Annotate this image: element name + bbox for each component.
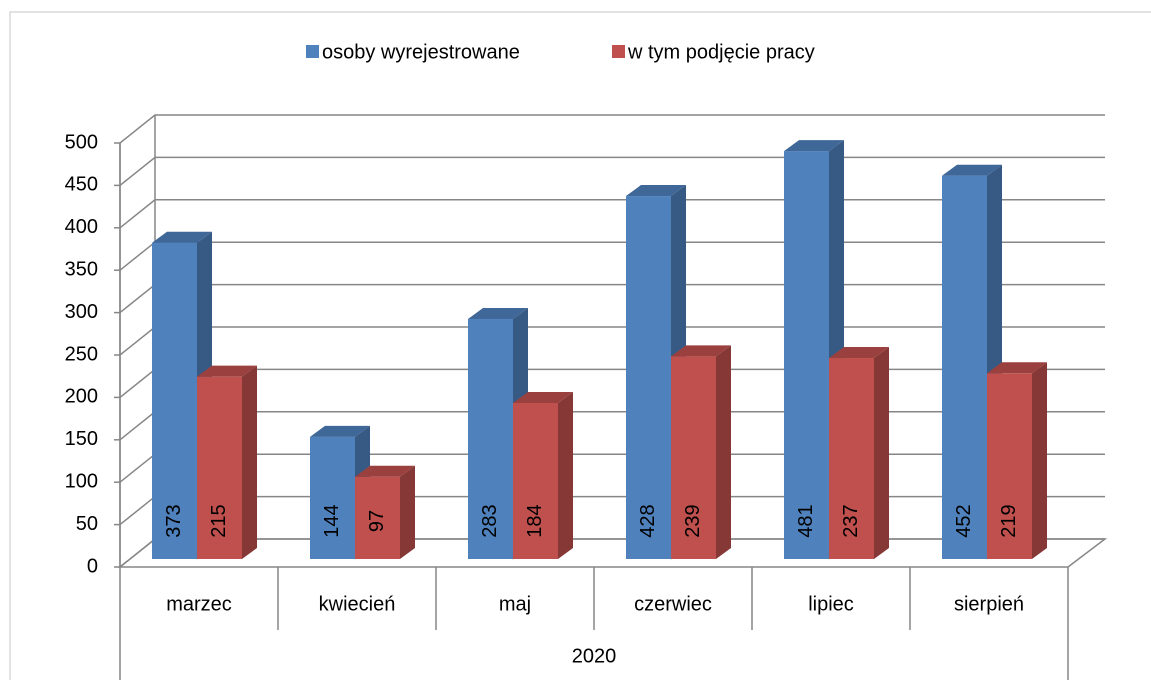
bar-top xyxy=(671,345,731,357)
legend-swatch xyxy=(306,45,319,58)
y-tick-label: 500 xyxy=(65,131,98,153)
data-label: 237 xyxy=(840,504,862,537)
bar-top xyxy=(513,391,573,403)
bar xyxy=(197,365,257,559)
x-tick-label: czerwiec xyxy=(634,593,712,615)
bar-front xyxy=(468,319,513,559)
bar-top xyxy=(152,231,212,243)
y-tick-label: 300 xyxy=(65,301,98,323)
y-tick-label: 50 xyxy=(76,513,98,535)
data-label: 481 xyxy=(795,504,817,537)
legend-label: osoby wyrejestrowane xyxy=(322,41,520,63)
y-tick-label: 200 xyxy=(65,386,98,408)
data-label: 97 xyxy=(366,510,388,532)
bar-front xyxy=(626,196,671,559)
data-label: 283 xyxy=(479,504,501,537)
y-tick-label: 450 xyxy=(65,174,98,196)
data-label: 215 xyxy=(208,504,230,537)
legend-label: w tym podjęcie pracy xyxy=(627,41,815,63)
legend: osoby wyrejestrowane w tym podjęcie pracy xyxy=(306,41,815,63)
bar xyxy=(784,140,844,559)
data-label: 144 xyxy=(321,504,343,537)
group-label: 2020 xyxy=(572,645,617,667)
y-tick-label: 400 xyxy=(65,216,98,238)
data-label: 239 xyxy=(682,504,704,537)
bar-top xyxy=(310,425,370,437)
x-tick-label: maj xyxy=(499,593,531,615)
data-label: 428 xyxy=(637,504,659,537)
y-tick-label: 250 xyxy=(65,343,98,365)
bar xyxy=(987,362,1047,559)
bar xyxy=(671,345,731,559)
bar-top xyxy=(197,365,257,377)
x-tick-label: sierpień xyxy=(954,593,1024,615)
bar xyxy=(355,465,415,559)
bar-top xyxy=(626,185,686,197)
bar-front xyxy=(671,356,716,559)
bar-side xyxy=(558,391,573,559)
bar xyxy=(513,391,573,559)
data-label: 452 xyxy=(953,504,975,537)
bar-top xyxy=(355,465,415,477)
bar-top xyxy=(987,362,1047,374)
bar-side xyxy=(400,465,415,559)
x-tick-label: marzec xyxy=(166,593,232,615)
legend-swatch xyxy=(612,45,625,58)
data-label: 219 xyxy=(998,504,1020,537)
bar-front xyxy=(784,151,829,559)
y-tick-label: 150 xyxy=(65,428,98,450)
bar-front xyxy=(942,175,987,560)
grid-line xyxy=(119,114,1105,144)
y-tick-label: 350 xyxy=(65,258,98,280)
data-label: 373 xyxy=(163,504,185,537)
bar-front xyxy=(197,376,242,559)
bar-top xyxy=(942,164,1002,176)
bar-side xyxy=(242,365,257,559)
bar-front xyxy=(355,476,400,559)
bar xyxy=(829,347,889,559)
bar-side xyxy=(874,347,889,559)
bar-side xyxy=(1032,362,1047,559)
y-tick-label: 0 xyxy=(87,555,98,577)
bar-front xyxy=(513,402,558,559)
bar-front xyxy=(152,242,197,560)
chart-border xyxy=(9,11,1151,680)
bar-top xyxy=(784,140,844,152)
bar-front xyxy=(310,436,355,559)
bar-top xyxy=(829,347,889,359)
x-tick-label: lipiec xyxy=(808,593,854,615)
data-label: 184 xyxy=(524,504,546,537)
y-tick-label: 100 xyxy=(65,470,98,492)
bar-top xyxy=(468,308,528,320)
bar-front xyxy=(829,358,874,559)
bar-side xyxy=(716,345,731,559)
bar-front xyxy=(987,373,1032,559)
x-tick-label: kwiecień xyxy=(319,593,396,615)
